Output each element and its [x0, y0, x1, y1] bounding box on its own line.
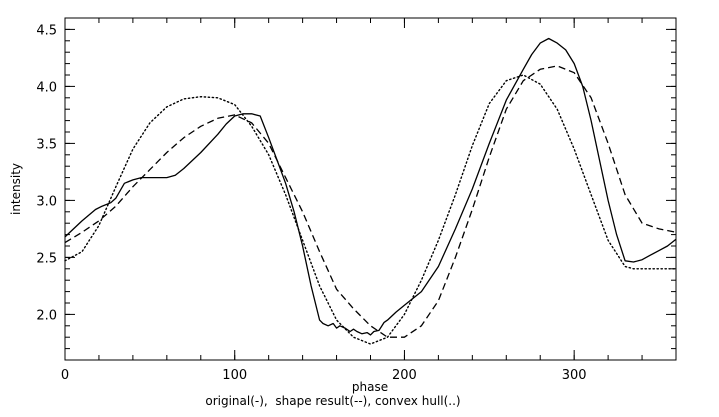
x-axis-ticks: 0 100 200 300 — [61, 18, 677, 383]
dashed-series-line — [64, 65, 677, 338]
y-tick-label: 4.5 — [36, 23, 57, 38]
x-tick-label: 300 — [562, 368, 587, 383]
y-tick-label: 3.5 — [36, 137, 57, 152]
x-tick-label: 200 — [392, 368, 417, 383]
plot-frame — [64, 17, 677, 361]
series-layer — [64, 37, 677, 345]
y-tick-label: 2.0 — [36, 308, 57, 323]
y-tick-label: 3.0 — [36, 194, 57, 209]
x-axis-label: phase — [352, 380, 388, 394]
solid-series-line — [64, 37, 677, 336]
x-tick-label: 100 — [222, 368, 247, 383]
x-tick-label: 0 — [61, 368, 69, 383]
y-tick-label: 4.0 — [36, 80, 57, 95]
y-tick-label: 2.5 — [36, 251, 57, 266]
y-axis-label: intensity — [9, 163, 23, 215]
y-axis-ticks: 2.0 2.5 3.0 3.5 4.0 4.5 — [36, 17, 676, 361]
chart-caption: original(-), shape result(--), convex hu… — [205, 394, 460, 408]
dotted-series-line — [64, 74, 677, 345]
